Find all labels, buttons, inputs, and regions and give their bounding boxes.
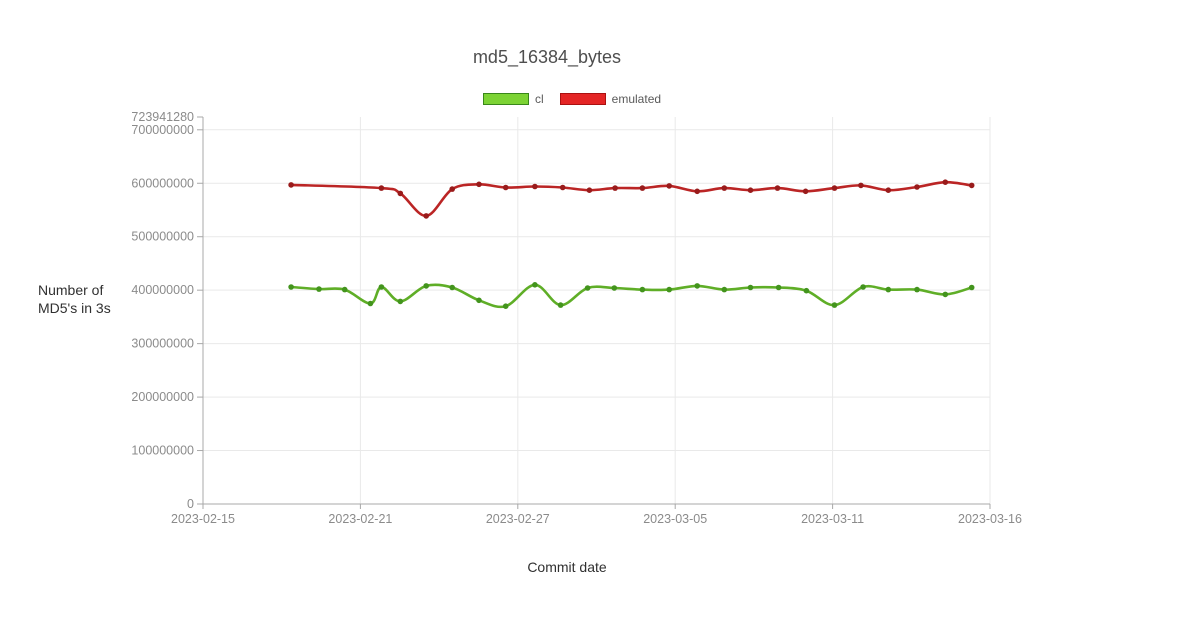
series-point-emulated[interactable] [612,185,618,191]
legend-label-emulated: emulated [611,92,662,106]
series-point-cl[interactable] [367,300,374,307]
series-point-emulated[interactable] [831,185,838,191]
x-tick-label: 2023-02-21 [328,512,392,526]
y-tick-label: 500000000 [131,230,194,244]
series-point-cl[interactable] [316,286,322,292]
y-tick-label: 600000000 [131,176,194,190]
legend-item-emulated[interactable]: emulated [559,92,662,106]
series-point-cl[interactable] [502,303,509,310]
y-tick-label: 0 [187,497,194,511]
y-tick-label: 723941280 [131,110,194,124]
series-point-cl[interactable] [397,298,404,305]
series-point-emulated[interactable] [397,190,404,197]
series-point-cl[interactable] [476,297,482,304]
series-point-emulated[interactable] [968,182,975,189]
series-point-emulated[interactable] [559,184,566,191]
series-point-cl[interactable] [449,284,456,291]
series-point-cl[interactable] [885,286,892,293]
series-point-emulated[interactable] [288,182,294,188]
y-axis-title-line2: MD5's in 3s [38,300,111,316]
series-point-cl[interactable] [914,286,920,293]
series-point-emulated[interactable] [502,184,509,191]
series-point-cl[interactable] [288,284,294,290]
legend-item-cl[interactable]: cl [483,92,544,106]
series-point-emulated[interactable] [858,182,864,189]
series-point-emulated[interactable] [914,184,920,190]
y-tick-label: 100000000 [131,444,194,458]
series-point-emulated[interactable] [774,185,781,191]
y-axis-title-line1: Number of [38,282,104,298]
legend: cl emulated [483,92,661,106]
series-point-cl[interactable] [942,291,949,298]
x-tick-label: 2023-03-05 [643,512,707,526]
series-point-cl[interactable] [803,287,810,294]
series-point-emulated[interactable] [423,213,430,219]
series-point-emulated[interactable] [802,188,809,195]
series-point-cl[interactable] [860,284,866,290]
x-tick-label: 2023-02-27 [486,512,550,526]
legend-label-cl: cl [535,92,544,106]
series-line-emulated [289,180,973,218]
series-point-emulated[interactable] [942,179,949,185]
series-point-cl[interactable] [611,285,618,291]
series-line-cl [289,283,973,309]
legend-swatch-emulated-icon [559,93,606,105]
series-point-emulated[interactable] [721,185,728,191]
x-tick-label: 2023-03-11 [801,512,864,526]
series-point-cl[interactable] [584,285,591,291]
series-point-emulated[interactable] [666,183,672,189]
series-point-emulated[interactable] [476,181,482,188]
y-tick-label: 400000000 [131,283,194,297]
legend-swatch-cl-icon [483,93,529,105]
series-point-cl[interactable] [721,286,728,293]
series-point-cl[interactable] [341,286,348,293]
series-point-cl[interactable] [378,284,385,290]
series-point-emulated[interactable] [532,183,538,190]
x-tick-label: 2023-02-15 [171,512,235,526]
series-point-emulated[interactable] [694,188,700,195]
series-point-cl[interactable] [968,284,975,291]
series-point-emulated[interactable] [747,187,754,193]
series-point-emulated[interactable] [586,187,593,193]
y-tick-label: 200000000 [131,390,194,404]
y-axis-title: Number of MD5's in 3s [38,281,111,317]
x-tick-label: 2023-03-16 [958,512,1022,526]
series-point-emulated[interactable] [378,185,385,191]
series-point-cl[interactable] [694,283,700,289]
y-tick-label: 700000000 [131,123,194,137]
series-point-cl[interactable] [639,286,646,293]
series-point-cl[interactable] [775,284,782,291]
series-point-emulated[interactable] [449,186,456,192]
series-point-cl[interactable] [666,286,672,293]
chart-title: md5_16384_bytes [472,47,622,67]
y-tick-label: 300000000 [131,337,194,351]
x-axis-title: Commit date [527,559,607,575]
series-point-cl[interactable] [423,283,430,289]
series-point-cl[interactable] [747,284,754,291]
series-point-cl[interactable] [557,302,564,308]
series-point-emulated[interactable] [639,185,646,191]
series-point-cl[interactable] [831,302,838,308]
series-point-cl[interactable] [532,282,538,288]
series-point-emulated[interactable] [885,187,892,193]
